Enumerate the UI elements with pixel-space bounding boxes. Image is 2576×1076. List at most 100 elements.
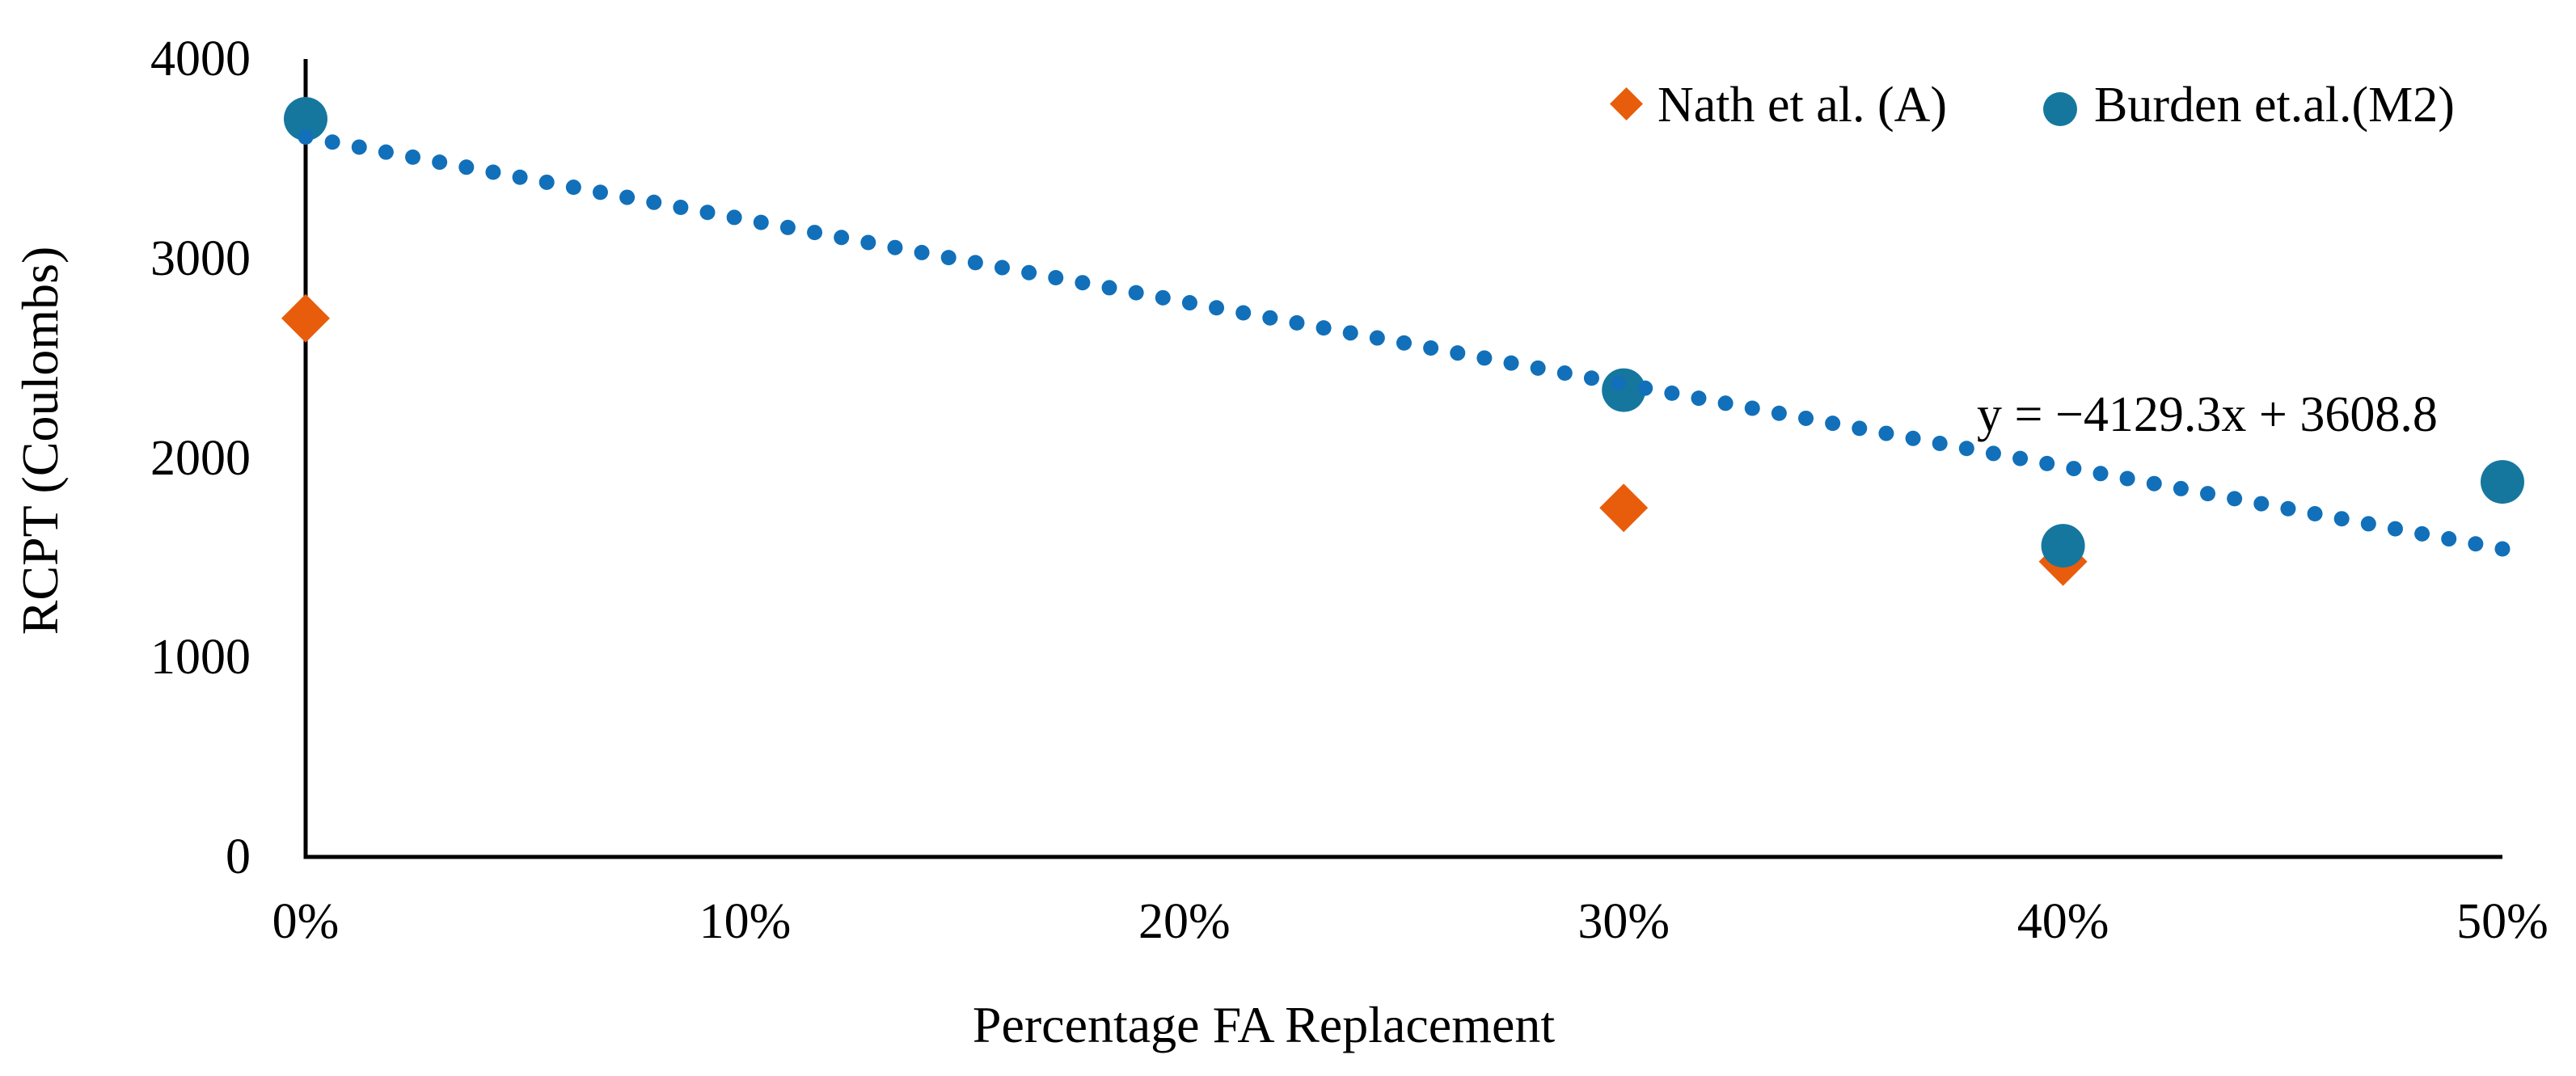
trendline-dot <box>1664 385 1680 401</box>
trendline-dot <box>2468 536 2484 552</box>
trendline-dot <box>1423 340 1439 356</box>
trendline-dot <box>1396 335 1412 351</box>
trendline-dot <box>485 164 501 180</box>
trendline-dot <box>779 219 796 235</box>
trendline-dot <box>2414 525 2430 542</box>
x-tick-label: 20% <box>1138 894 1231 949</box>
trendline-dot <box>1583 370 1599 386</box>
trendline-dot <box>646 194 662 210</box>
trendline-dot <box>1342 325 1358 341</box>
legend-label-burden: Burden et.al.(M2) <box>2094 78 2455 133</box>
trendline-dot <box>298 129 314 146</box>
trendline-dot <box>1530 360 1546 376</box>
trendline-dot <box>2173 480 2189 496</box>
trendline-dot <box>2119 470 2135 487</box>
trendline-dot <box>1262 310 1278 326</box>
trendline-dot <box>378 144 394 160</box>
trendline-dot <box>2441 531 2457 547</box>
y-tick-label: 3000 <box>150 230 251 286</box>
trendline-dot <box>1852 420 1868 437</box>
data-point-circle <box>2481 460 2524 504</box>
trendline-dot <box>1798 410 1814 426</box>
trendline-dot <box>2307 505 2323 521</box>
trendline-dot <box>2280 500 2296 517</box>
trendline-dot <box>673 200 689 216</box>
trendline-equation: y = −4129.3x + 3608.8 <box>1977 387 2438 442</box>
data-point-diamond <box>281 293 330 343</box>
trendline-dot <box>2494 541 2511 557</box>
trendline-dot <box>994 260 1010 276</box>
trendline-dot <box>1048 269 1064 285</box>
y-tick-label: 4000 <box>150 32 251 87</box>
trendline-dot <box>1101 280 1117 296</box>
trendline-dot <box>538 174 555 190</box>
trendline-dot <box>2039 455 2055 471</box>
trendline-dot <box>1825 416 1841 432</box>
trendline-dot <box>512 169 528 185</box>
trendline-dot <box>2092 466 2109 482</box>
trendline-dot <box>1369 330 1385 346</box>
trendline-dot <box>592 184 608 200</box>
trendline-dot <box>1235 305 1252 321</box>
trendline-dot <box>834 230 850 246</box>
trendline-dot <box>2360 516 2376 532</box>
x-tick-label: 40% <box>2016 894 2109 949</box>
trendline-dot <box>2066 461 2082 477</box>
trendline-dot <box>458 159 475 175</box>
trendline-dot <box>699 205 716 221</box>
trendline-dot <box>1637 380 1653 396</box>
trendline-dot <box>2333 511 2350 527</box>
trendline-dot <box>1744 400 1760 416</box>
trendline-dot <box>1021 264 1037 281</box>
trendline-dot <box>619 189 636 205</box>
trendline-dot <box>1958 441 1974 457</box>
trendline-dot <box>1985 445 2001 462</box>
y-tick-label: 2000 <box>150 430 251 486</box>
x-tick-label: 30% <box>1577 894 1670 949</box>
trendline-dot <box>2387 521 2403 537</box>
trendline-dot <box>753 214 769 230</box>
trendline-dot <box>967 255 983 271</box>
trendline-dot <box>1315 320 1332 336</box>
trendline-dot <box>1905 430 1921 446</box>
trendline-dot <box>1717 395 1734 411</box>
trendline-dot <box>351 139 367 155</box>
trendline-dot <box>2012 450 2029 466</box>
trendline-dot <box>1181 295 1197 311</box>
trendline-dot <box>1556 365 1573 382</box>
trendline-dot <box>1476 350 1493 366</box>
trendline-dot <box>1128 285 1144 301</box>
trendline-dot <box>807 225 823 241</box>
x-tick-label: 10% <box>699 894 792 949</box>
trendline-dot <box>565 179 581 196</box>
x-tick-label: 50% <box>2456 894 2549 949</box>
y-axis-title: RCPT (Coulombs) <box>11 246 69 635</box>
trendline-dot <box>1450 345 1466 361</box>
trendline-dot <box>1155 289 1171 306</box>
data-point-diamond <box>1599 483 1649 533</box>
legend-label-nath: Nath et al. (A) <box>1658 78 1948 133</box>
x-axis-title: Percentage FA Replacement <box>972 996 1556 1053</box>
trendline-dot <box>2253 496 2270 512</box>
trendline-dot <box>1611 375 1627 391</box>
trendline-dot <box>1209 300 1225 316</box>
trendline-dot <box>726 209 742 226</box>
trendline-dot <box>1878 425 1894 441</box>
y-tick-label: 0 <box>226 829 251 884</box>
trendline-dot <box>860 234 876 251</box>
trendline-dot <box>2200 486 2216 502</box>
trendline-dot <box>1075 275 1091 291</box>
trendline-dot <box>914 244 930 260</box>
trendline-dot <box>405 149 421 165</box>
trendline-dot <box>940 250 956 266</box>
trendline-dot <box>1289 314 1305 331</box>
trendline-dot <box>1771 405 1787 421</box>
trendline-dot <box>1932 436 1948 452</box>
trendline-dot <box>1503 355 1519 371</box>
legend-circle-marker-icon <box>2043 92 2077 126</box>
trendline-dot <box>432 154 448 171</box>
data-point-circle <box>284 97 327 141</box>
data-point-circle <box>2041 524 2085 568</box>
